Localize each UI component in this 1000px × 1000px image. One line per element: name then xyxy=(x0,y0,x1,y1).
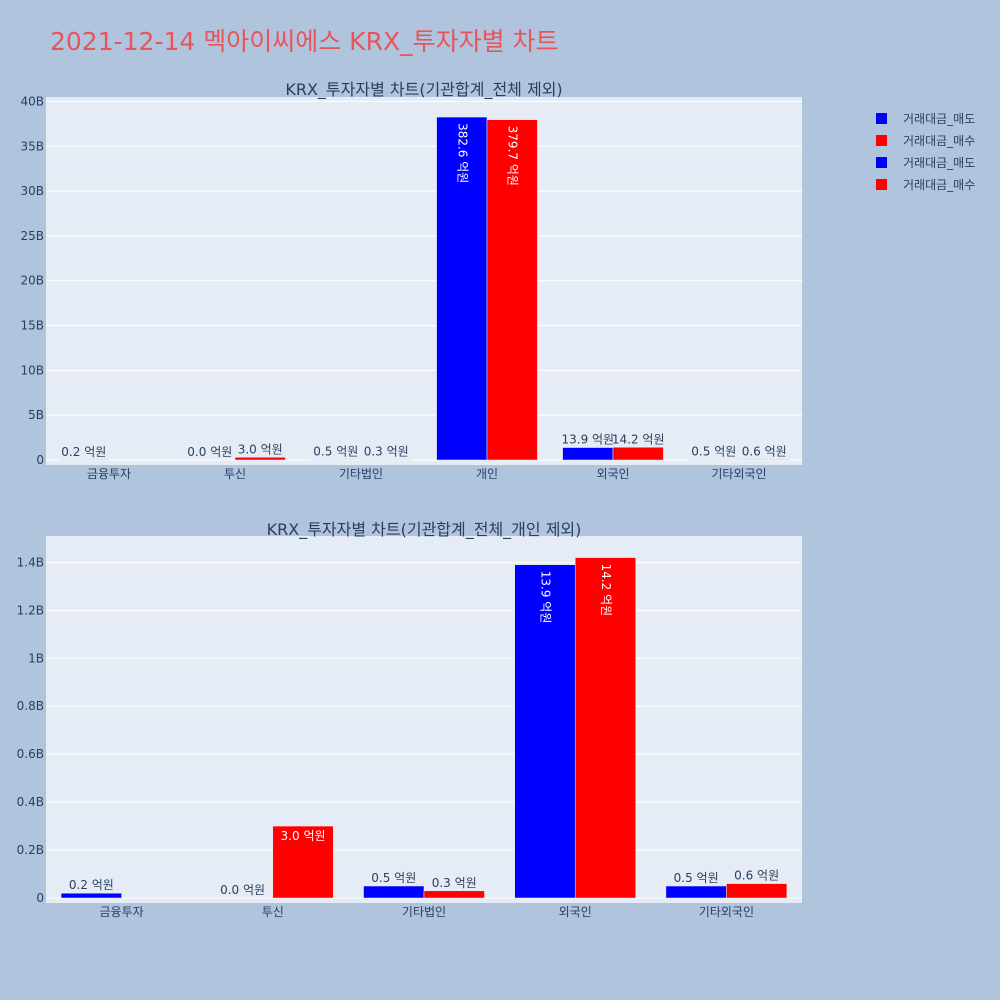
data-label: 0.5 억원 xyxy=(313,445,358,459)
y-tick-label: 5B xyxy=(28,408,44,422)
y-tick-label: 40B xyxy=(20,94,44,108)
data-label: 0.2 억원 xyxy=(61,445,106,459)
y-tick-label: 1.2B xyxy=(17,603,44,617)
data-label: 13.9 억원 xyxy=(538,571,552,624)
legend-swatch xyxy=(876,112,887,124)
data-label: 3.0 억원 xyxy=(281,829,326,843)
x-tick-label: 외국인 xyxy=(596,467,629,481)
y-tick-label: 35B xyxy=(20,139,44,153)
data-label: 0.5 억원 xyxy=(691,445,736,459)
y-tick-label: 0 xyxy=(36,891,44,905)
bar xyxy=(436,116,488,461)
legend-item[interactable]: 거래대금_매도 xyxy=(876,107,975,129)
data-label: 14.2 억원 xyxy=(599,564,613,617)
data-label: 0.0 억원 xyxy=(187,445,232,459)
data-label: 0.2 억원 xyxy=(69,878,114,892)
legend[interactable]: 거래대금_매도 거래대금_매수 거래대금_매도 거래대금_매수 xyxy=(876,107,975,195)
bar xyxy=(272,825,334,899)
chart-2: 0 0.2B 0.4B 0.6B 0.8B 1B 1.2B 1.4B KRX_투자자별 차트(기… xyxy=(17,520,802,919)
x-tick-label: 투신 xyxy=(262,905,284,919)
x-tick-label: 기타외국인 xyxy=(711,467,766,481)
bar xyxy=(612,447,664,461)
x-tick-label: 금융투자 xyxy=(100,905,144,919)
data-label: 0.5 억원 xyxy=(674,871,719,885)
y-tick-label: 1.4B xyxy=(17,555,44,569)
legend-swatch xyxy=(876,156,887,168)
y-tick-label: 15B xyxy=(20,319,44,333)
chart-title: KRX_투자자별 차트(기관합계_전체_개인 제외) xyxy=(267,520,582,540)
y-tick-label: 0.8B xyxy=(17,699,44,713)
y-tick-label: 0.6B xyxy=(17,747,44,761)
legend-item[interactable]: 거래대금_매수 xyxy=(876,129,975,151)
legend-label: 거래대금_매도 xyxy=(903,111,976,126)
y-tick-label: 25B xyxy=(20,229,44,243)
data-label: 14.2 억원 xyxy=(612,432,665,446)
data-label: 0.6 억원 xyxy=(742,444,787,458)
data-label: 379.7 억원 xyxy=(506,126,520,186)
x-tick-label: 기타법인 xyxy=(402,905,446,919)
data-label: 3.0 억원 xyxy=(238,442,283,456)
bar xyxy=(423,890,485,899)
legend-swatch xyxy=(876,178,887,190)
plot-area xyxy=(46,536,802,903)
data-label: 0.0 억원 xyxy=(220,883,265,897)
y-tick-label: 0.2B xyxy=(17,843,44,857)
bar xyxy=(363,885,425,899)
bar xyxy=(60,892,122,899)
x-tick-label: 기타법인 xyxy=(339,467,383,481)
y-tick-label: 0 xyxy=(36,453,44,467)
chart-1: 0 5B 10B 15B 20B 25B 30B 35B 40B KRX_투자자별 차트(기관합계… xyxy=(20,80,802,481)
legend-label: 거래대금_매도 xyxy=(903,155,976,170)
x-tick-label: 금융투자 xyxy=(87,467,131,481)
y-tick-label: 0.4B xyxy=(17,795,44,809)
chart-title: KRX_투자자별 차트(기관합계_전체 제외) xyxy=(285,80,562,100)
bar xyxy=(234,457,286,461)
y-tick-label: 20B xyxy=(20,274,44,288)
bar xyxy=(514,564,576,899)
y-tick-label: 10B xyxy=(20,363,44,377)
legend-item[interactable]: 거래대금_매수 xyxy=(876,173,975,195)
data-label: 0.3 억원 xyxy=(432,876,477,890)
legend-label: 거래대금_매수 xyxy=(903,177,976,192)
bar xyxy=(738,459,790,461)
data-label: 13.9 억원 xyxy=(561,433,614,447)
data-label: 0.6 억원 xyxy=(734,869,779,883)
bar xyxy=(562,447,614,461)
data-label: 382.6 억원 xyxy=(455,123,469,183)
legend-swatch xyxy=(876,134,887,146)
legend-label: 거래대금_매수 xyxy=(903,133,976,148)
bar xyxy=(726,883,788,899)
data-label: 0.5 억원 xyxy=(371,871,416,885)
data-label: 0.3 억원 xyxy=(364,445,409,459)
bar xyxy=(665,885,727,899)
y-tick-label: 1B xyxy=(28,651,44,665)
y-tick-label: 30B xyxy=(20,184,44,198)
page-title: 2021-12-14 멕아이씨에스 KRX_투자자별 차트 xyxy=(50,27,559,56)
bar xyxy=(486,119,538,461)
x-tick-label: 개인 xyxy=(476,467,498,481)
x-tick-label: 기타외국인 xyxy=(699,905,754,919)
bar xyxy=(574,557,636,899)
x-tick-label: 외국인 xyxy=(559,905,592,919)
legend-item[interactable]: 거래대금_매도 xyxy=(876,151,975,173)
x-tick-label: 투신 xyxy=(224,467,246,481)
